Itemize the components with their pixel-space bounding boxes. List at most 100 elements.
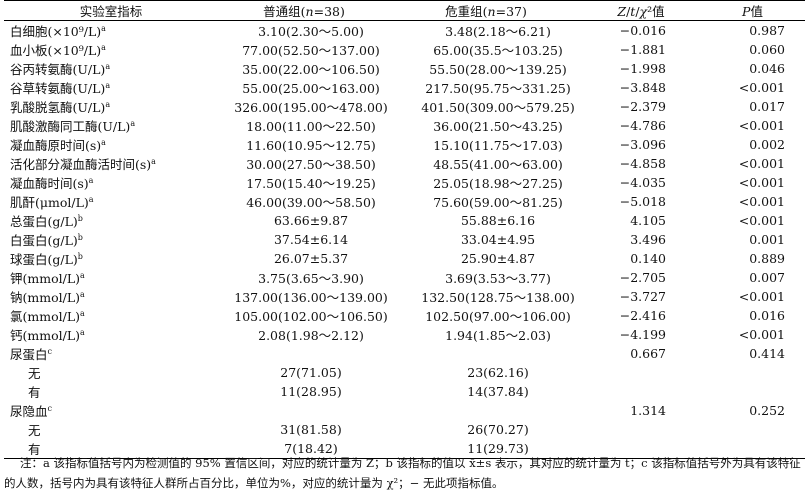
p-value: <0.001 — [738, 327, 785, 342]
indicator-cell: 无 — [4, 420, 218, 439]
table-row: 钙(mmol/L)a 2.08(1.98～2.12) 1.94(1.85～2.03)… — [4, 325, 805, 344]
table-row: 无 31(81.58) 26(70.27) — [4, 420, 805, 439]
p-value — [700, 439, 805, 459]
statistic-value: 4.105 — [630, 213, 666, 228]
p-value: 0.252 — [749, 403, 785, 418]
indicator-name: 无 — [28, 423, 41, 438]
indicator-cell: 血小板(×10⁹/L)a — [4, 40, 218, 59]
footnote-marker: a — [101, 138, 106, 147]
p-value: 0.007 — [749, 270, 785, 285]
table-row: 谷丙转氨酶(U/L)a 35.00(22.00～106.50) 55.50(28.0… — [4, 59, 805, 78]
header-normal-group: 普通组(n=38) — [263, 4, 345, 19]
p-value: <0.001 — [738, 156, 785, 171]
table-row: 钾(mmol/L)a 3.75(3.65～3.90) 3.69(3.53～3.77)… — [4, 268, 805, 287]
normal-group-value: 17.50(15.40～19.25) — [246, 176, 376, 191]
table-row: 氯(mmol/L)a 105.00(102.00～106.50) 102.50(97… — [4, 306, 805, 325]
header-indicator: 实验室指标 — [79, 4, 143, 19]
footnote-marker: b — [77, 252, 83, 261]
severe-group-value: 15.10(11.75～17.03) — [433, 138, 563, 153]
table-row: 钠(mmol/L)a 137.00(136.00～139.00) 132.50(12… — [4, 287, 805, 306]
footnote-marker: a — [105, 62, 111, 71]
normal-group-value: 26.07±5.37 — [273, 251, 349, 266]
indicator-cell: 谷丙转氨酶(U/L)a — [4, 59, 218, 78]
statistic-value: −4.199 — [619, 327, 666, 342]
indicator-name: 总蛋白(g/L) — [10, 214, 78, 229]
statistic-value: −4.035 — [619, 175, 666, 190]
indicator-cell: 肌酐(μmol/L)a — [4, 192, 218, 211]
indicator-name: 肌酸激酶同工酶(U/L) — [10, 119, 131, 134]
normal-group-value: 137.00(136.00～139.00) — [234, 290, 388, 305]
table-body: 白细胞(×10⁹/L)a 3.10(2.30～5.00) 3.48(2.18～6.2… — [4, 21, 805, 459]
indicator-name: 钾(mmol/L) — [10, 271, 80, 286]
indicator-cell: 球蛋白(g/L)b — [4, 249, 218, 268]
normal-group-value: 77.00(52.50～137.00) — [242, 43, 380, 58]
p-value: 0.017 — [749, 99, 785, 114]
indicator-name: 白细胞(×10⁹/L) — [10, 24, 102, 39]
severe-group-value: 65.00(35.5～103.25) — [433, 43, 563, 58]
p-value: <0.001 — [738, 80, 785, 95]
normal-group-value: 3.10(2.30～5.00) — [258, 24, 364, 39]
severe-group-value: 132.50(128.75～138.00) — [421, 290, 575, 305]
statistic-value: 0.140 — [630, 251, 666, 266]
indicator-name: 尿隐血 — [10, 404, 48, 419]
footnote-marker: c — [47, 347, 52, 356]
normal-group-value: 55.00(25.00～163.00) — [242, 81, 380, 96]
indicator-name: 肌酐(μmol/L) — [10, 195, 89, 210]
header-severe-group: 危重组(n=37) — [445, 4, 527, 19]
statistic-value: −4.858 — [619, 156, 666, 171]
lab-indicators-table: 实验室指标 普通组(n=38) 危重组(n=37) Z/t/χ²值 P值 白细胞… — [4, 0, 805, 459]
severe-group-value: 3.48(2.18～6.21) — [445, 24, 551, 39]
severe-group-value: 55.50(28.00～139.25) — [429, 62, 567, 77]
normal-group-value: 30.00(27.50～38.50) — [246, 157, 376, 172]
p-value: 0.001 — [749, 232, 785, 247]
indicator-name: 钙(mmol/L) — [10, 328, 80, 343]
normal-group-value: 3.75(3.65～3.90) — [258, 271, 364, 286]
indicator-name: 有 — [28, 442, 41, 457]
p-value — [700, 363, 805, 382]
indicator-cell: 总蛋白(g/L)b — [4, 211, 218, 230]
normal-group-value: 63.66±9.87 — [273, 213, 349, 228]
indicator-cell: 白蛋白(g/L)b — [4, 230, 218, 249]
header-p-value: P值 — [742, 4, 763, 19]
table-row: 肌酐(μmol/L)a 46.00(39.00～58.50) 75.60(59.00… — [4, 192, 805, 211]
indicator-cell: 白细胞(×10⁹/L)a — [4, 21, 218, 41]
data-table: 实验室指标 普通组(n=38) 危重组(n=37) Z/t/χ²值 P值 白细胞… — [4, 0, 805, 459]
statistic-value: −0.016 — [619, 23, 666, 38]
indicator-name: 尿蛋白 — [10, 347, 48, 362]
severe-group-value: 3.69(3.53～3.77) — [445, 271, 551, 286]
statistic-value: 1.314 — [630, 403, 666, 418]
indicator-cell: 尿隐血c — [4, 401, 218, 420]
table-row: 白细胞(×10⁹/L)a 3.10(2.30～5.00) 3.48(2.18～6.2… — [4, 21, 805, 41]
indicator-cell: 凝血酶时间(s)a — [4, 173, 218, 192]
table-row: 无 27(71.05) 23(62.16) — [4, 363, 805, 382]
p-value: 0.414 — [749, 346, 785, 361]
normal-group-value: 2.08(1.98～2.12) — [258, 328, 364, 343]
footnote-marker: a — [105, 100, 111, 109]
severe-group-value: 55.88±6.16 — [460, 213, 536, 228]
severe-group-value: 48.55(41.00～63.00) — [433, 157, 563, 172]
footnote-marker: a — [101, 24, 106, 33]
severe-group-value: 75.60(59.00～81.25) — [433, 195, 563, 210]
table-row: 总蛋白(g/L)b 63.66±9.87 55.88±6.16 4.105 <0.001 — [4, 211, 805, 230]
footnote-marker: a — [88, 195, 94, 204]
statistic-value: −1.998 — [619, 61, 666, 76]
p-value — [700, 420, 805, 439]
normal-group-value: 37.54±6.14 — [273, 232, 349, 247]
indicator-name: 活化部分凝血酶活时间(s) — [10, 157, 152, 172]
indicator-name: 氯(mmol/L) — [10, 309, 80, 324]
p-value: 0.889 — [749, 251, 785, 266]
table-footnote: 注：a 该指标值括号内为检测值的 95% 置信区间，对应的统计量为 Z；b 该指… — [4, 456, 801, 490]
indicator-name: 有 — [28, 385, 41, 400]
indicator-cell: 钙(mmol/L)a — [4, 325, 218, 344]
severe-group-value: 14(37.84) — [467, 384, 529, 399]
table-row: 尿蛋白c 0.667 0.414 — [4, 344, 805, 363]
table-row: 球蛋白(g/L)b 26.07±5.37 25.90±4.87 0.140 0.889 — [4, 249, 805, 268]
header-row: 实验室指标 普通组(n=38) 危重组(n=37) Z/t/χ²值 P值 — [4, 0, 805, 21]
indicator-cell: 尿蛋白c — [4, 344, 218, 363]
table-header: 实验室指标 普通组(n=38) 危重组(n=37) Z/t/χ²值 P值 — [4, 0, 805, 21]
normal-group-value: 11(28.95) — [280, 384, 342, 399]
p-value: <0.001 — [738, 194, 785, 209]
footnote-marker: a — [80, 309, 85, 318]
indicator-cell: 有 — [4, 439, 218, 459]
indicator-name: 乳酸脱氢酶(U/L) — [10, 100, 106, 115]
